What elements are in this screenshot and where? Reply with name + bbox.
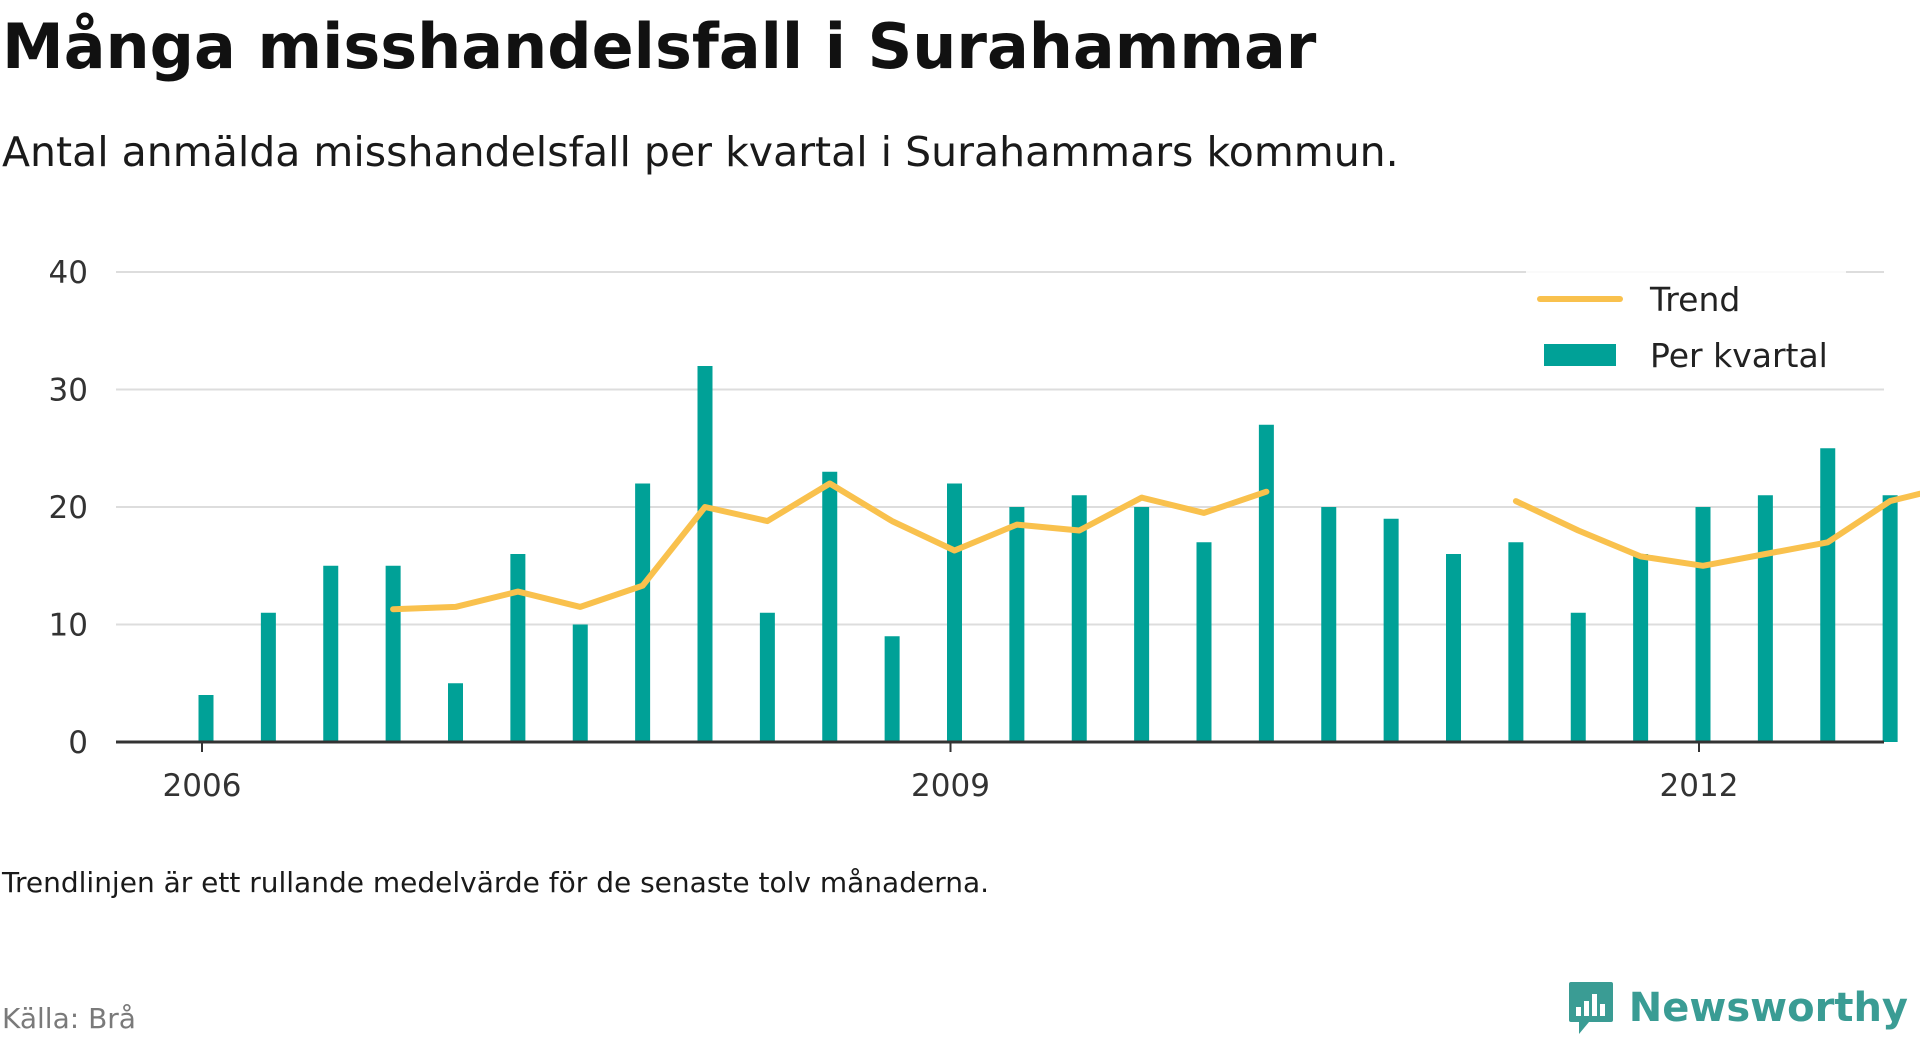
bar [1508, 542, 1524, 742]
bar-chart-speech-bubble-icon [1568, 982, 1613, 1034]
bar [697, 366, 713, 742]
y-tick-label: 20 [49, 490, 88, 526]
bar [822, 471, 838, 742]
legend-label-trend: Trend [1649, 280, 1740, 319]
legend-label-per-kvartal: Per kvartal [1650, 336, 1828, 375]
bar [1570, 612, 1586, 742]
y-tick-label: 0 [68, 725, 88, 761]
bar [1446, 554, 1461, 742]
trend-layer [390, 480, 1920, 613]
bar [1321, 507, 1337, 742]
trend-line [1512, 490, 1920, 569]
bar-layer [198, 366, 1898, 742]
y-tick-label: 10 [49, 608, 88, 644]
y-tick-label: 30 [49, 373, 88, 409]
footnote: Trendlinjen är ett rullande medelvärde f… [2, 866, 990, 899]
legend-bar-swatch [1544, 344, 1616, 366]
y-tick-label: 40 [49, 255, 88, 291]
source-note: Källa: Brå [2, 1002, 136, 1035]
bar [1882, 495, 1898, 742]
bar [448, 683, 463, 742]
x-tick-label: 2009 [911, 768, 990, 804]
bar [260, 612, 276, 742]
bar [572, 624, 588, 742]
bar [1383, 518, 1399, 742]
chart-title: Många misshandelsfall i Surahammar [2, 10, 1317, 83]
axis-layer: 2006200920122015201820212023 [116, 740, 1884, 804]
bar [510, 554, 526, 742]
bar [1134, 507, 1150, 742]
legend: Trend Per kvartal [1526, 266, 1846, 384]
bar [385, 565, 401, 742]
bar [884, 636, 900, 742]
chart-subtitle: Antal anmälda misshandelsfall per kvarta… [2, 128, 1399, 176]
bar [635, 483, 651, 742]
bar [198, 695, 214, 742]
bar [1633, 554, 1649, 742]
bar [1258, 424, 1274, 742]
trend-line [390, 480, 1270, 613]
brand-name: Newsworthy [1628, 985, 1908, 1031]
bar [1820, 448, 1836, 742]
bar [1196, 542, 1212, 742]
brand-logo[interactable]: Newsworthy [1567, 980, 1908, 1036]
bar [1071, 495, 1087, 742]
bar [1009, 507, 1025, 742]
x-tick-label: 2006 [163, 768, 242, 804]
grid-layer: 0 10 20 30 40 [49, 255, 1884, 761]
x-tick-label: 2012 [1660, 768, 1739, 804]
bar [1695, 507, 1711, 742]
bar [323, 565, 339, 742]
bar [1757, 495, 1773, 742]
bar [759, 612, 775, 742]
bar [947, 483, 962, 742]
